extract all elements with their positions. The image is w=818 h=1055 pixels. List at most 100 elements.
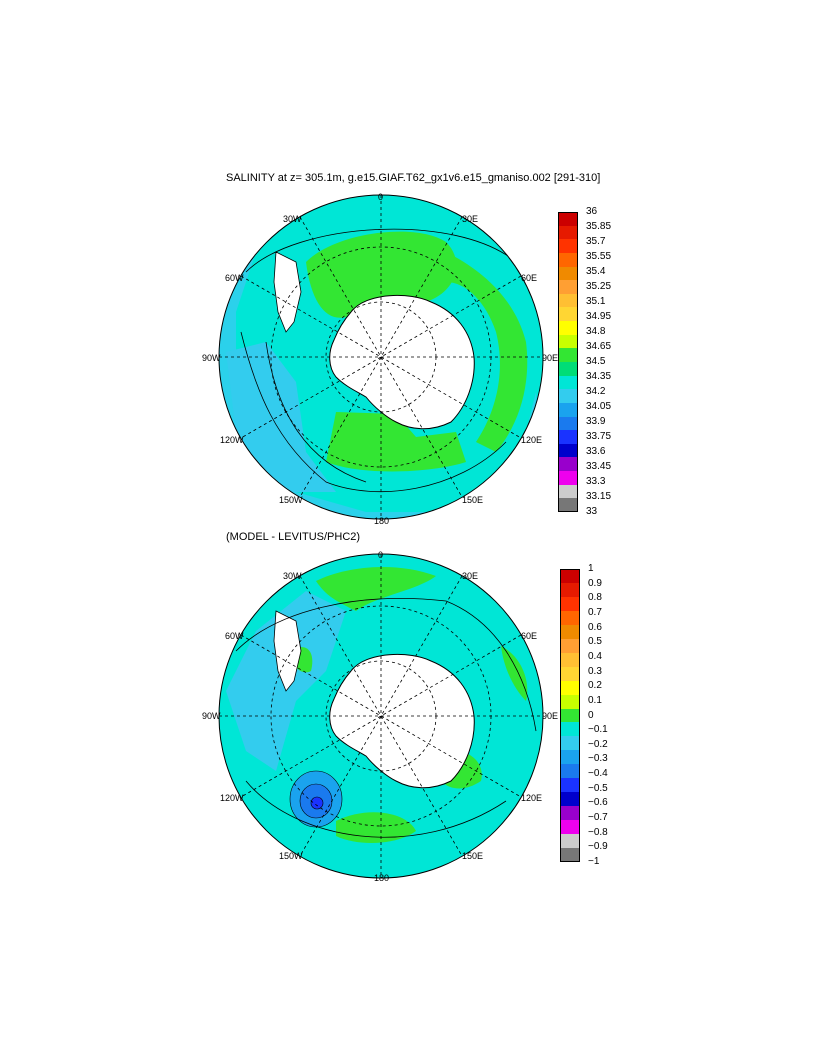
lon-label-60e: 60E (521, 631, 538, 641)
lon-label-180: 180 (374, 873, 390, 883)
difference-map (218, 553, 544, 879)
salinity-colorbar-tick-label: 35.4 (586, 266, 606, 277)
salinity-colorbar-tick-label: 33.75 (586, 431, 612, 442)
salinity-colorbar-tick-label: 35.7 (586, 236, 606, 247)
lon-label-180: 180 (374, 516, 390, 526)
difference-colorbar-swatch (560, 638, 580, 653)
salinity-colorbar-tick-label: 35.85 (586, 221, 612, 232)
lon-label-30w: 30W (283, 571, 302, 581)
difference-colorbar: 1 0.9 0.8 0.7 0.6 0.5 0.4 0.3 0.2 0.1 0 −0.1 −0.2 −0.… (560, 563, 640, 867)
salinity-colorbar-swatch (558, 498, 578, 512)
difference-colorbar-tick-label: 0.6 (588, 621, 602, 633)
difference-colorbar-tick-label: −1 (588, 856, 600, 867)
difference-colorbar-swatch (560, 848, 580, 862)
antarctica (329, 653, 475, 789)
salinity-colorbar-tick-label: 35.25 (586, 281, 612, 292)
difference-colorbar-tick-label: 0.9 (588, 577, 602, 589)
salinity-colorbar-tick-label: 35.1 (586, 296, 606, 307)
lon-label-150w: 150W (279, 851, 303, 861)
lon-label-0: 0 (378, 550, 384, 560)
lon-label-60w: 60W (225, 273, 244, 283)
difference-colorbar-swatch (560, 806, 580, 821)
difference-colorbar-tick-label: −0.4 (588, 768, 608, 780)
difference-colorbar-tick-label: −0.5 (588, 782, 608, 794)
difference-colorbar-tick-label: −0.8 (588, 826, 608, 838)
difference-colorbar-swatch (560, 610, 580, 625)
lon-label-150w: 150W (279, 495, 303, 505)
difference-colorbar-tick-label: 0.1 (588, 694, 602, 706)
difference-colorbar-tick-label: 0.2 (588, 680, 602, 692)
lon-label-30e: 30E (462, 214, 479, 224)
salinity-colorbar-swatch (558, 252, 578, 267)
green-patch-north (316, 566, 436, 611)
difference-colorbar-tick-label: 0.7 (588, 606, 602, 618)
salinity-colorbar-swatch (558, 389, 578, 403)
lon-label-60w: 60W (225, 631, 244, 641)
salinity-colorbar-swatch (558, 239, 578, 253)
lon-label-120e: 120E (521, 793, 543, 803)
salinity-colorbar-swatch (558, 471, 578, 485)
lon-label-120w: 120W (220, 793, 244, 803)
antarctica (329, 294, 475, 430)
salinity-colorbar-swatch (558, 334, 578, 349)
difference-colorbar-swatch (560, 764, 580, 779)
difference-colorbar-swatch (560, 834, 580, 849)
pacific-green-region (326, 412, 466, 472)
salinity-colorbar-swatch (558, 321, 578, 335)
difference-colorbar-tick-label: 0.5 (588, 636, 602, 648)
panel1-title: SALINITY at z= 305.1m, g.e15.GIAF.T62_gx… (226, 172, 601, 184)
salinity-colorbar-tick-label: 33.15 (586, 491, 612, 502)
salinity-colorbar-tick-label: 34.95 (586, 311, 612, 322)
difference-colorbar-swatch (560, 652, 580, 667)
salinity-colorbar-tick-label: 33 (586, 506, 598, 517)
lon-label-30e: 30E (462, 571, 479, 581)
difference-colorbar-tick-label: −0.3 (588, 753, 608, 765)
salinity-colorbar-tick-label: 33.6 (586, 446, 606, 457)
difference-colorbar-swatch (560, 569, 580, 583)
difference-colorbar-tick-label: −0.7 (588, 812, 608, 824)
salinity-colorbar-swatch (558, 280, 578, 294)
salinity-colorbar-tick-label: 34.65 (586, 341, 612, 352)
salinity-colorbar-swatch (558, 430, 578, 444)
lon-label-90e: 90E (542, 711, 559, 721)
lon-label-150e: 150E (462, 495, 484, 505)
salinity-colorbar-swatch (558, 362, 578, 376)
lon-label-90w: 90W (202, 353, 221, 363)
difference-colorbar-swatch (560, 596, 580, 611)
difference-colorbar-swatch (560, 680, 580, 695)
salinity-colorbar-tick-label: 34.5 (586, 356, 606, 367)
salinity-map (218, 194, 544, 520)
difference-colorbar-swatch (560, 582, 580, 597)
difference-colorbar-swatch (560, 820, 580, 835)
salinity-colorbar-tick-label: 33.3 (586, 476, 606, 487)
difference-colorbar-swatch (560, 750, 580, 765)
difference-colorbar-swatch (560, 694, 580, 709)
lon-label-90w: 90W (202, 711, 221, 721)
salinity-colorbar-tick-label: 34.05 (586, 401, 612, 412)
difference-colorbar-tick-label: 0.3 (588, 665, 602, 677)
difference-colorbar-swatch (560, 736, 580, 751)
lon-label-120w: 120W (220, 435, 244, 445)
difference-colorbar-tick-label: −0.9 (588, 841, 608, 853)
salinity-colorbar: 36 35.85 35.7 35.55 35.4 35.25 35.1 34.95 34.8 34… (558, 206, 638, 517)
salinity-colorbar-swatch (558, 293, 578, 308)
salinity-colorbar-swatch (558, 307, 578, 322)
salinity-colorbar-swatch (558, 212, 578, 226)
difference-colorbar-swatch (560, 708, 580, 723)
lon-label-30w: 30W (283, 214, 302, 224)
difference-colorbar-tick-label: −0.1 (588, 724, 608, 736)
salinity-colorbar-swatch (558, 375, 578, 390)
lon-label-150e: 150E (462, 851, 484, 861)
difference-colorbar-tick-label: 0 (588, 709, 594, 721)
difference-colorbar-tick-label: −0.6 (588, 797, 608, 809)
salinity-colorbar-tick-label: 36 (586, 206, 598, 217)
salinity-colorbar-tick-label: 33.45 (586, 461, 612, 472)
salinity-colorbar-tick-label: 33.9 (586, 416, 606, 427)
panel2-title: (MODEL - LEVITUS/PHC2) (226, 531, 361, 543)
difference-colorbar-tick-label: 0.8 (588, 592, 602, 604)
difference-colorbar-swatch (560, 722, 580, 737)
difference-colorbar-swatch (560, 778, 580, 793)
difference-colorbar-swatch (560, 666, 580, 681)
salinity-colorbar-tick-label: 34.8 (586, 326, 606, 337)
difference-colorbar-tick-label: 0.4 (588, 650, 602, 662)
